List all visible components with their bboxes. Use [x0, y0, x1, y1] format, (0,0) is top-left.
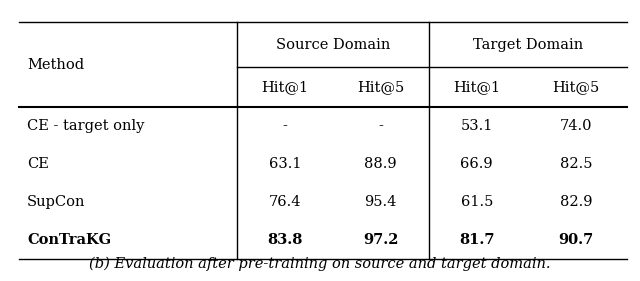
Text: ConTraKG: ConTraKG: [27, 233, 111, 246]
Text: (b) Evaluation after pre-training on source and target domain.: (b) Evaluation after pre-training on sou…: [89, 257, 551, 271]
Text: Method: Method: [27, 58, 84, 72]
Text: Source Domain: Source Domain: [276, 38, 390, 52]
Text: CE: CE: [27, 157, 49, 171]
Text: 74.0: 74.0: [560, 119, 592, 133]
Text: 66.9: 66.9: [461, 157, 493, 171]
Text: 90.7: 90.7: [558, 233, 594, 246]
Text: 81.7: 81.7: [459, 233, 495, 246]
Text: SupCon: SupCon: [27, 195, 85, 209]
Text: 88.9: 88.9: [365, 157, 397, 171]
Text: 63.1: 63.1: [269, 157, 301, 171]
Text: -: -: [282, 119, 287, 133]
Text: 83.8: 83.8: [267, 233, 303, 246]
Text: 53.1: 53.1: [461, 119, 493, 133]
Text: 76.4: 76.4: [269, 195, 301, 209]
Text: Hit@1: Hit@1: [261, 80, 308, 94]
Text: Target Domain: Target Domain: [473, 38, 583, 52]
Text: -: -: [378, 119, 383, 133]
Text: 61.5: 61.5: [461, 195, 493, 209]
Text: 82.5: 82.5: [560, 157, 592, 171]
Text: Hit@5: Hit@5: [357, 80, 404, 94]
Text: 97.2: 97.2: [363, 233, 399, 246]
Text: 95.4: 95.4: [365, 195, 397, 209]
Text: 82.9: 82.9: [560, 195, 592, 209]
Text: Hit@1: Hit@1: [453, 80, 500, 94]
Text: Hit@5: Hit@5: [552, 80, 600, 94]
Text: CE - target only: CE - target only: [27, 119, 144, 133]
